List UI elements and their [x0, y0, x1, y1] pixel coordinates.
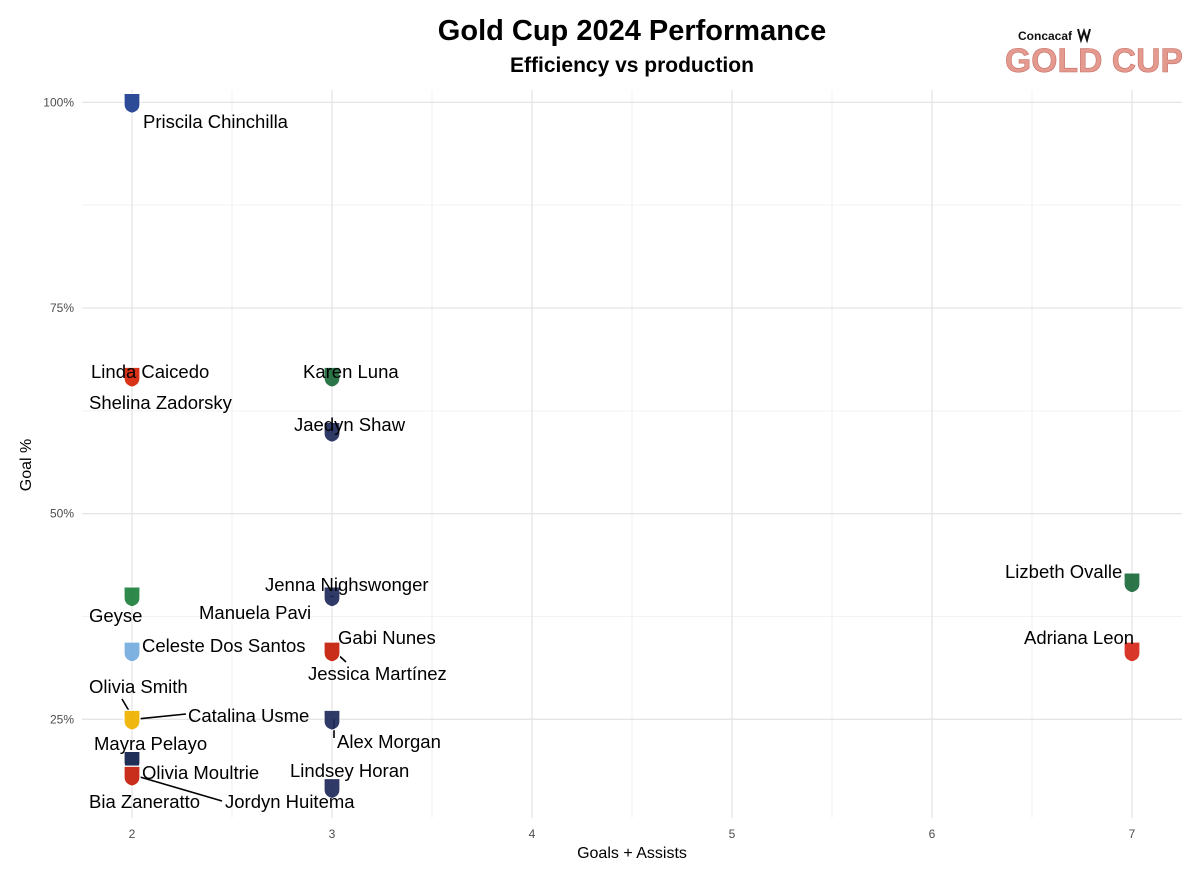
- team-crest-icon: [123, 641, 141, 663]
- data-point: [323, 709, 341, 731]
- team-crest-icon: [323, 421, 341, 443]
- point-label: Jessica Martínez: [308, 663, 447, 684]
- team-crest-icon: [323, 366, 341, 388]
- data-point: [123, 765, 141, 787]
- point-label: Bia Zaneratto: [89, 791, 200, 812]
- data-point: [1123, 572, 1141, 594]
- gold-cup-logo: Concacaf GOLD CUP: [1005, 27, 1183, 80]
- chart-title: Gold Cup 2024 Performance: [438, 15, 826, 47]
- point-labels: Priscila Chinchilla Linda Caicedo Shelina …: [89, 111, 1134, 812]
- leader-line: [133, 713, 187, 721]
- team-crest-icon: [123, 586, 141, 608]
- team-crest-icon: [123, 92, 141, 114]
- team-crest-icon: [1123, 641, 1141, 663]
- y-tick-label: 75%: [50, 301, 74, 315]
- data-point: [323, 366, 341, 388]
- point-label: Alex Morgan: [337, 731, 441, 752]
- data-point: [1123, 641, 1141, 663]
- logo-w-mark-icon: [1077, 27, 1091, 44]
- point-label: Adriana Leon: [1024, 627, 1134, 648]
- team-crest-icon: [323, 777, 341, 800]
- point-label: Jenna Nighswonger: [265, 574, 429, 595]
- minor-gridlines: [82, 90, 1182, 818]
- x-axis-title: Goals + Assists: [577, 845, 687, 862]
- point-label: Shelina Zadorsky: [89, 392, 233, 413]
- team-crest-icon: [1123, 572, 1141, 594]
- x-axis-ticks: 2 3 4 5 6 7: [129, 827, 1136, 841]
- team-crest-icon: [123, 765, 141, 787]
- team-crest-icon: [123, 709, 141, 731]
- x-tick-label: 5: [729, 827, 736, 841]
- data-point: [123, 709, 141, 731]
- x-tick-label: 3: [329, 827, 336, 841]
- point-label: Priscila Chinchilla: [143, 111, 289, 132]
- point-label: Catalina Usme: [188, 705, 309, 726]
- x-tick-label: 7: [1129, 827, 1136, 841]
- data-points: [123, 92, 1141, 800]
- data-point: [123, 641, 141, 663]
- data-point: [123, 586, 141, 608]
- y-axis-title: Goal %: [18, 439, 35, 491]
- major-gridlines: [82, 90, 1182, 818]
- y-tick-label: 100%: [43, 95, 74, 109]
- team-crest-icon: [323, 709, 341, 731]
- point-label: Gabi Nunes: [338, 627, 436, 648]
- point-label: Linda Caicedo: [91, 361, 209, 382]
- x-tick-label: 6: [929, 827, 936, 841]
- logo-brand-text: Concacaf: [1018, 29, 1073, 43]
- point-label: Olivia Moultrie: [142, 762, 259, 783]
- point-label: Jordyn Huitema: [225, 791, 355, 812]
- team-crest-icon: [323, 586, 341, 608]
- point-label: Celeste Dos Santos: [142, 635, 306, 656]
- data-point: [323, 586, 341, 608]
- point-label: Mayra Pelayo: [94, 733, 207, 754]
- data-point: [323, 421, 341, 443]
- point-label: Olivia Smith: [89, 676, 188, 697]
- logo-name-text: GOLD CUP: [1005, 42, 1183, 80]
- data-point: [123, 366, 141, 388]
- point-label: Jaedyn Shaw: [294, 414, 406, 435]
- x-tick-label: 4: [529, 827, 536, 841]
- y-axis-ticks: 25% 50% 75% 100%: [43, 95, 74, 726]
- x-tick-label: 2: [129, 827, 136, 841]
- data-point: [323, 777, 341, 800]
- team-crest-icon: [323, 641, 341, 663]
- y-tick-label: 50%: [50, 507, 74, 521]
- point-label: Lindsey Horan: [290, 760, 409, 781]
- point-label: Geyse: [89, 605, 142, 626]
- data-point: [323, 641, 341, 663]
- chart-subtitle: Efficiency vs production: [510, 54, 754, 77]
- team-crest-icon: [123, 366, 141, 388]
- leader-line: [133, 774, 223, 802]
- point-label: Karen Luna: [303, 361, 399, 382]
- data-point: [123, 92, 141, 114]
- y-tick-label: 25%: [50, 712, 74, 726]
- point-label: Lizbeth Ovalle: [1005, 561, 1122, 582]
- point-label: Manuela Pavi: [199, 602, 311, 623]
